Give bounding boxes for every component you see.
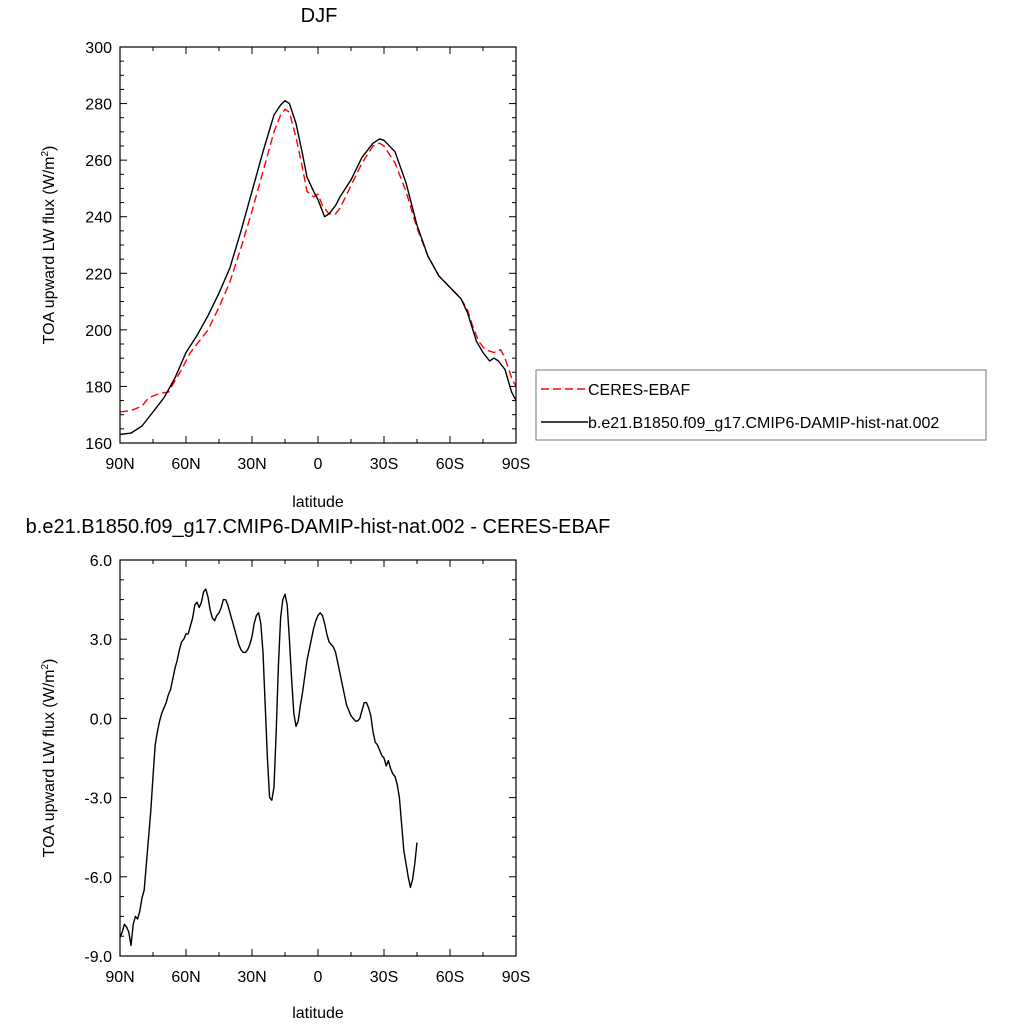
top-series-lines [119, 100, 517, 436]
y-tick-label: 0.0 [90, 711, 112, 728]
y-tick-label: 180 [85, 379, 112, 396]
bottom-title: b.e21.B1850.f09_g17.CMIP6-DAMIP-hist-nat… [26, 516, 611, 538]
top-y-axis-label: TOA upward LW flux (W/m2) [40, 146, 58, 345]
x-tick-label: 90S [502, 456, 530, 473]
x-tick-label: 0 [314, 456, 323, 473]
series-line-difference [119, 588, 418, 947]
y-tick-label: 220 [85, 266, 112, 283]
bottom-series-lines [119, 588, 418, 947]
legend-label-ceres-ebaf: CERES-EBAF [588, 382, 690, 399]
y-tick-label: -6.0 [84, 870, 112, 887]
x-tick-label: 30S [370, 969, 398, 986]
y-tick-label: 300 [85, 40, 112, 57]
y-tick-label: 200 [85, 323, 112, 340]
y-tick-label: 160 [85, 436, 112, 453]
series-line-b-e21-b1850-f09-g17-cmip6-damip-hist-nat-002 [119, 100, 517, 436]
x-tick-label: 30S [370, 456, 398, 473]
x-tick-label: 30N [237, 456, 266, 473]
top-plot-frame [119, 46, 517, 444]
bottom-panel: b.e21.B1850.f09_g17.CMIP6-DAMIP-hist-nat… [26, 516, 611, 1022]
top-axis-ticks: 90N 60N 30N 0 30S 60S 90S 160 180 200 220 240 260 280… [85, 40, 530, 473]
x-tick-label: 30N [237, 969, 266, 986]
x-tick-label: 60N [171, 969, 200, 986]
legend-label-model: b.e21.B1850.f09_g17.CMIP6-DAMIP-hist-nat… [588, 415, 939, 432]
y-tick-label: -3.0 [84, 791, 112, 808]
legend: CERES-EBAF b.e21.B1850.f09_g17.CMIP6-DAM… [535, 369, 987, 441]
bottom-x-axis-label: latitude [292, 1005, 344, 1022]
x-tick-label: 60S [436, 969, 464, 986]
y-tick-label: -9.0 [84, 949, 112, 966]
y-tick-label: 3.0 [90, 632, 112, 649]
top-title: DJF [301, 5, 338, 27]
bottom-axis-ticks: 90N 60N 30N 0 30S 60S 90S -9.0 -6.0 -3.0 0.0 3.0 6.0 [84, 553, 530, 986]
x-tick-label: 60N [171, 456, 200, 473]
x-tick-label: 60S [436, 456, 464, 473]
bottom-plot-frame [119, 559, 517, 957]
series-line-ceres-ebaf [119, 108, 517, 413]
y-tick-label: 260 [85, 153, 112, 170]
y-tick-label: 6.0 [90, 553, 112, 570]
top-x-axis-label: latitude [292, 494, 344, 511]
x-tick-label: 0 [314, 969, 323, 986]
x-tick-label: 90N [105, 456, 134, 473]
y-tick-label: 280 [85, 97, 112, 114]
top-panel: DJF 90N 60N 30N 0 30S 60S 90S 160 180 200 220 240 26… [40, 5, 530, 511]
x-tick-label: 90N [105, 969, 134, 986]
bottom-y-axis-label: TOA upward LW flux (W/m2) [40, 659, 58, 858]
y-tick-label: 240 [85, 210, 112, 227]
legend-box [535, 369, 987, 441]
x-tick-label: 90S [502, 969, 530, 986]
